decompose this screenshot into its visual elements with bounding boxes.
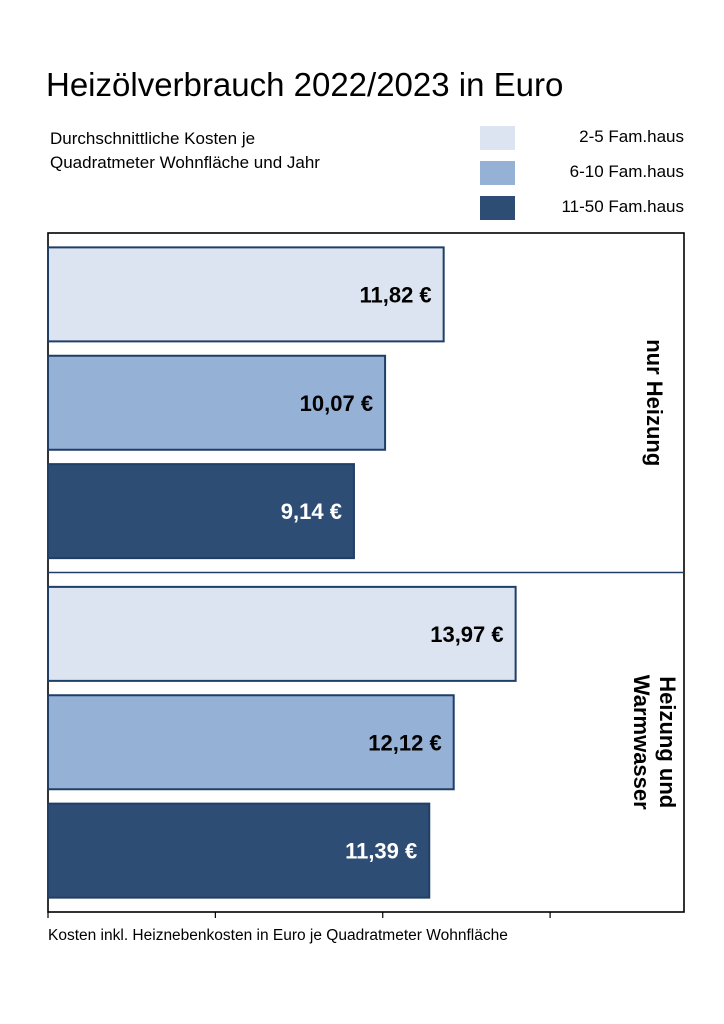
chart-subtitle: Durchschnittliche Kosten je Quadratmeter… bbox=[50, 127, 410, 175]
legend-swatch bbox=[480, 196, 515, 220]
legend-item: 11-50 Fam.haus bbox=[480, 193, 690, 228]
subtitle-line: Quadratmeter Wohnfläche und Jahr bbox=[50, 153, 320, 172]
data-label: 9,14 € bbox=[281, 499, 342, 524]
bar bbox=[47, 694, 455, 791]
data-label: 12,12 € bbox=[368, 730, 441, 755]
bar bbox=[47, 463, 355, 560]
legend-swatch bbox=[480, 126, 515, 150]
legend: 2-5 Fam.haus 6-10 Fam.haus 11-50 Fam.hau… bbox=[480, 123, 690, 228]
data-label: 11,39 € bbox=[345, 839, 417, 864]
subtitle-line: Durchschnittliche Kosten je bbox=[50, 129, 256, 148]
chart-title: Heizölverbrauch 2022/2023 in Euro bbox=[46, 66, 564, 103]
data-label: 11,82 € bbox=[359, 282, 431, 307]
legend-swatch bbox=[480, 161, 515, 185]
bar bbox=[47, 802, 431, 899]
legend-item: 2-5 Fam.haus bbox=[480, 123, 690, 158]
legend-label: 6-10 Fam.haus bbox=[569, 162, 684, 181]
legend-item: 6-10 Fam.haus bbox=[480, 158, 690, 193]
group-label: Warmwasser bbox=[629, 675, 654, 810]
data-label: 13,97 € bbox=[430, 622, 503, 647]
x-axis-label: Kosten inkl. Heiznebenkosten in Euro je … bbox=[48, 927, 508, 944]
bar bbox=[47, 585, 517, 682]
bar bbox=[47, 354, 387, 451]
bar bbox=[47, 246, 445, 343]
group-label: nur Heizung bbox=[642, 339, 667, 466]
legend-label: 2-5 Fam.haus bbox=[579, 127, 684, 146]
group-label: Heizung und bbox=[655, 676, 680, 808]
legend-label: 11-50 Fam.haus bbox=[561, 197, 684, 216]
data-label: 10,07 € bbox=[300, 391, 373, 416]
